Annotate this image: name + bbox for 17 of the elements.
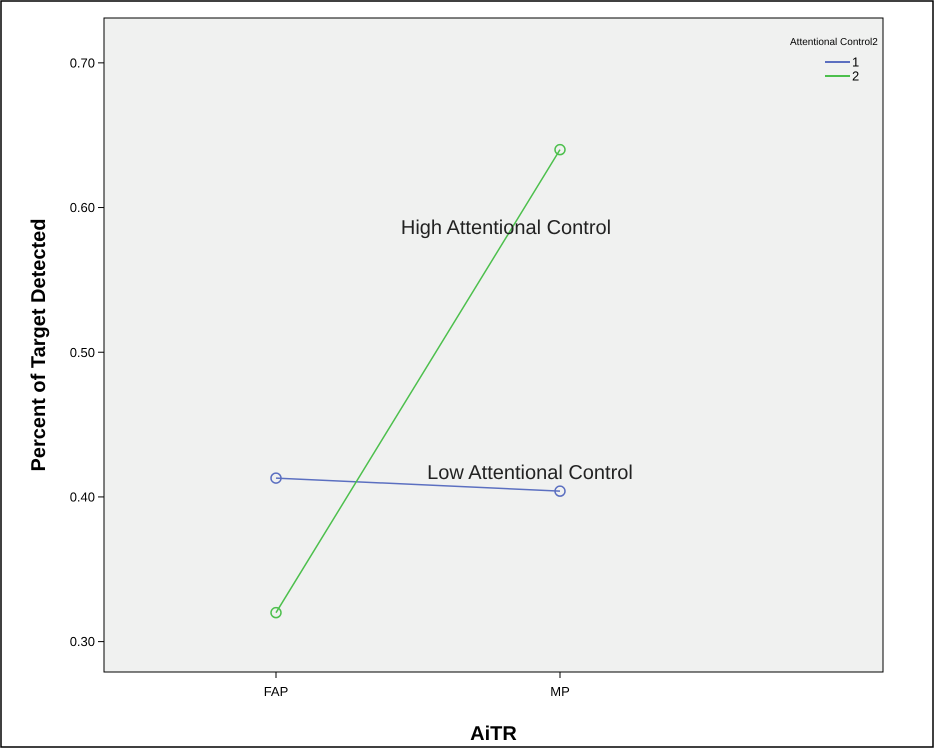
y-tick-label: 0.60 <box>70 200 95 216</box>
x-tick-label: FAP <box>264 684 288 699</box>
point <box>554 485 566 497</box>
legend-label: 2 <box>852 68 860 84</box>
annotation: Low Attentional Control <box>427 462 633 484</box>
legend-label: 1 <box>852 54 860 70</box>
y-axis-title: Percent of Target Detected <box>28 218 50 472</box>
point <box>270 606 282 618</box>
x-axis-title: AiTR <box>470 723 518 745</box>
x-tick-label: MP <box>550 684 570 699</box>
y-tick-label: 0.40 <box>70 489 95 504</box>
y-tick-label: 0.30 <box>70 634 95 650</box>
y-tick-label: 0.50 <box>70 344 95 360</box>
y-tick-label: 0.70 <box>70 55 95 70</box>
legend-title: Attentional Control2 <box>790 37 878 48</box>
point <box>554 144 566 156</box>
point <box>270 472 282 484</box>
